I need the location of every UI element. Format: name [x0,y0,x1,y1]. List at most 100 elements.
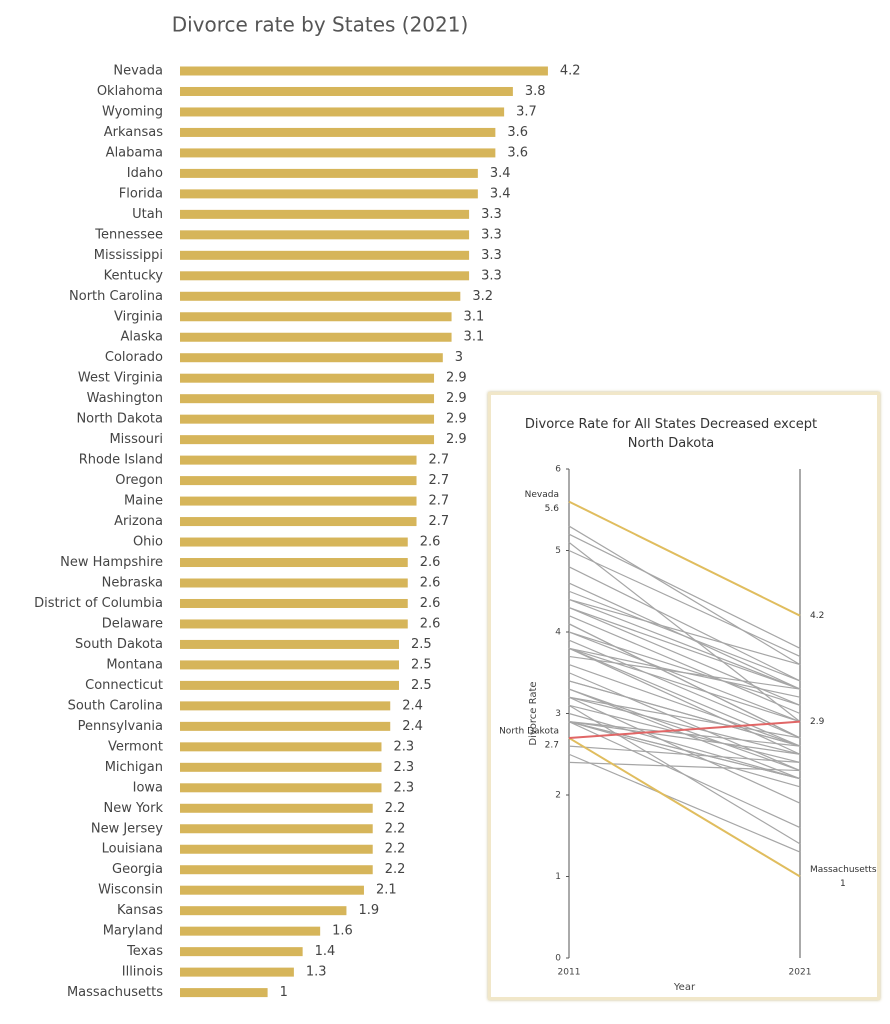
series-line [568,500,801,617]
category-label: New Jersey [91,821,163,836]
value-label: 2.4 [402,698,423,713]
category-label: District of Columbia [34,596,163,611]
category-label: Iowa [133,780,163,795]
series-line [568,696,801,804]
category-label: Virginia [114,309,163,324]
bar [180,209,470,219]
category-label: Florida [119,186,163,201]
category-label: Washington [87,391,163,406]
series-name: Massachusetts [810,865,877,875]
value-label: 2.9 [446,391,467,406]
value-label: 3.7 [516,104,537,119]
y-tick-label: 1 [555,872,561,882]
value-label: 2.9 [446,412,467,427]
value-label: 2.5 [411,678,432,693]
category-label: North Dakota [76,412,163,427]
value-label: 2.9 [446,371,467,386]
bar [180,168,478,178]
category-label: Louisiana [102,842,163,857]
series-line [568,737,801,878]
value-label: 3.6 [507,145,528,160]
series-line [568,606,801,690]
x-tick-label: 2021 [789,968,812,978]
value-label: 1 [840,879,846,889]
category-label: Rhode Island [79,453,163,468]
bar [180,332,452,342]
category-label: Kansas [117,903,163,918]
series-line [568,631,801,723]
category-label: Oregon [115,473,163,488]
category-label: Colorado [105,350,163,365]
value-label: 3.1 [464,330,485,345]
slope-chart: 2011 2021 0 1 2 3 4 5 6 Year Divorce Rate Nevada 5.6… [499,465,877,994]
bar [180,783,382,793]
value-label: 3 [455,350,463,365]
bar [180,127,496,137]
bar [180,86,513,96]
series-name: Nevada [525,490,559,500]
bar [180,721,391,731]
value-label: 2.7 [429,494,450,509]
value-label: 3.4 [490,166,511,181]
series-line [568,615,801,715]
bar [180,148,496,158]
category-label: Michigan [105,760,163,775]
value-label: 1.6 [332,924,353,939]
series-line [568,639,801,739]
category-label: Nevada [113,64,163,79]
value-label: 2.9 [446,432,467,447]
value-label: 2.6 [420,555,441,570]
bar [180,66,548,76]
value-label: 3.2 [472,289,493,304]
category-label: Texas [126,944,163,959]
bar [180,885,364,895]
bar [180,639,399,649]
category-label: Maryland [103,924,163,939]
category-label: Idaho [127,166,163,181]
category-label: Wisconsin [98,883,163,898]
value-label: 2.9 [810,717,825,727]
value-label: 2.3 [393,780,414,795]
category-label: Missouri [109,432,163,447]
value-label: 4.2 [810,611,824,621]
y-axis-label: Divorce Rate [528,681,539,745]
category-label: Maine [124,494,163,509]
bar [180,250,470,260]
bar [180,865,373,875]
bar [180,762,382,772]
category-label: Alabama [106,145,163,160]
category-label: Oklahoma [97,84,163,99]
bar [180,967,294,977]
y-tick-label: 2 [555,791,561,801]
value-label: 2.7 [429,453,450,468]
category-label: Connecticut [85,678,163,693]
category-label: West Virginia [78,371,163,386]
bar [180,578,408,588]
value-label: 2.6 [420,535,441,550]
value-label: 1.3 [306,965,327,980]
bar [180,107,505,117]
inset-chart: Divorce Rate for All States Decreased ex… [488,392,880,1000]
chart-title: Divorce Rate for All States Decreased ex… [524,417,818,451]
category-label: Pennsylvania [78,719,163,734]
value-label: 2.4 [402,719,423,734]
bar [180,680,399,690]
category-label: Wyoming [102,104,163,119]
category-label: Mississippi [94,248,163,263]
bar [180,598,408,608]
bar [180,537,408,547]
value-label: 3.4 [490,186,511,201]
bar [180,517,417,527]
bar [180,394,435,404]
value-label: 2.3 [393,739,414,754]
value-label: 2.6 [420,576,441,591]
value-label: 2.2 [385,842,406,857]
series-line [568,623,801,739]
series-line [568,647,801,755]
series-line [568,549,801,657]
value-label: 2.7 [429,514,450,529]
value-label: 2.7 [429,473,450,488]
value-label: 2.6 [420,616,441,631]
